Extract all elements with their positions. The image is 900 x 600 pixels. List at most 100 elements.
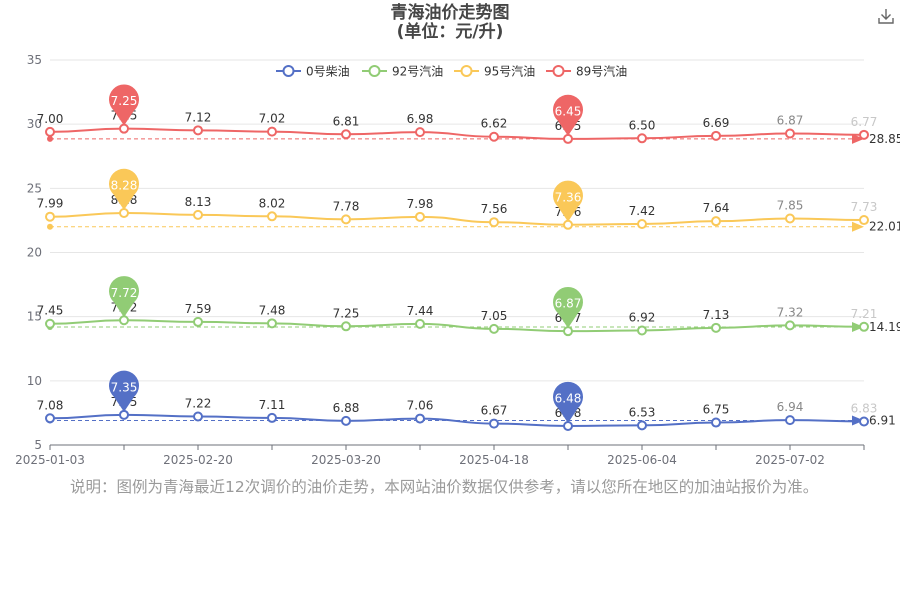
legend-label: 89号汽油 [576, 64, 627, 79]
chart-note: 说明：图例为青海最近12次调价的油价走势，本网站油价数据仅供参考，请以您所在地区… [70, 478, 819, 496]
data-label: 7.64 [703, 201, 730, 215]
legend-marker [282, 65, 295, 77]
data-label: 7.02 [259, 112, 286, 126]
data-point [341, 214, 351, 225]
data-point [785, 415, 795, 426]
data-point [45, 318, 55, 329]
min-pin [553, 381, 584, 424]
data-point [785, 213, 795, 224]
data-label: 7.25 [333, 306, 360, 320]
data-label: 7.11 [259, 398, 286, 412]
y-tick-label: 10 [27, 374, 42, 388]
data-point [859, 321, 869, 332]
data-label: 7.42 [629, 204, 656, 218]
average-label: 6.91 [869, 413, 896, 427]
data-point [267, 211, 277, 222]
max-pin [109, 370, 139, 412]
data-point [341, 415, 351, 426]
data-label: 6.94 [777, 400, 804, 414]
data-point [193, 316, 203, 327]
data-point [119, 207, 129, 218]
line-chart: 5 10 15 20 25 30 35 2025-01-03 2025-02-20 2025-03… [15, 53, 900, 467]
average-label: 22.01 [869, 220, 900, 234]
max-pin-label: 7.25 [111, 94, 138, 108]
x-tick-label: 2025-03-20 [311, 453, 381, 467]
data-point [711, 322, 721, 333]
download-icon[interactable] [876, 6, 896, 26]
min-pin [553, 94, 583, 136]
data-point [859, 129, 869, 140]
data-label: 7.56 [481, 202, 508, 216]
average-label: 14.19 [869, 320, 900, 334]
data-label: 7.44 [407, 304, 434, 318]
data-point [119, 123, 129, 134]
data-point [489, 323, 499, 334]
data-label: 6.77 [851, 115, 878, 129]
data-point [711, 216, 721, 227]
data-label: 7.21 [851, 307, 878, 321]
max-pin-label: 7.72 [111, 286, 138, 300]
data-point [563, 421, 573, 432]
data-label: 6.50 [629, 118, 656, 132]
y-tick-label: 20 [27, 246, 42, 260]
data-point [637, 420, 647, 431]
max-pin [109, 276, 139, 318]
data-label: 7.05 [481, 309, 508, 323]
data-point [711, 130, 721, 141]
y-tick-label: 25 [27, 181, 42, 195]
data-point [119, 315, 129, 326]
data-label: 6.92 [629, 311, 656, 325]
data-label: 6.62 [481, 117, 508, 131]
data-point [489, 418, 499, 429]
data-point [267, 412, 277, 423]
data-label: 7.78 [333, 199, 360, 213]
data-point [415, 211, 425, 222]
legend-marker [460, 65, 473, 77]
data-label: 7.98 [407, 197, 434, 211]
data-point [193, 209, 203, 220]
data-point [341, 129, 351, 140]
average-arrow [852, 133, 864, 144]
data-point [193, 411, 203, 422]
min-pin-label: 6.45 [555, 104, 582, 118]
data-point [45, 211, 55, 222]
legend-label: 95号汽油 [484, 64, 535, 79]
data-point [267, 126, 277, 137]
max-pin [108, 84, 139, 126]
data-label: 6.69 [703, 116, 730, 130]
data-point [267, 318, 277, 329]
data-point [119, 409, 129, 420]
data-label: 7.73 [851, 200, 878, 214]
data-point [489, 217, 499, 228]
data-label: 7.06 [407, 399, 434, 413]
y-tick-label: 35 [27, 53, 42, 67]
average-arrow [852, 221, 864, 232]
data-label: 6.53 [629, 405, 656, 419]
data-point [563, 219, 573, 230]
x-tick-label: 2025-04-18 [459, 453, 529, 467]
data-label: 6.87 [777, 114, 804, 128]
max-pin [109, 168, 139, 210]
data-label: 7.59 [185, 302, 212, 316]
data-point [637, 325, 647, 336]
data-label: 8.02 [259, 196, 286, 210]
average-arrow [852, 415, 864, 426]
data-label: 6.67 [481, 404, 508, 418]
legend-marker [552, 65, 565, 77]
average-start-marker [47, 223, 53, 230]
data-point [859, 215, 869, 226]
data-label: 7.22 [185, 397, 212, 411]
data-point [415, 413, 425, 424]
data-label: 6.81 [333, 114, 360, 128]
data-label: 7.85 [777, 198, 804, 212]
data-label: 6.83 [851, 402, 878, 416]
average-start-marker [47, 135, 53, 142]
data-point [45, 126, 55, 137]
y-tick-label: 5 [34, 438, 42, 452]
data-point [785, 128, 795, 139]
chart-title: 青海油价走势图 [390, 3, 510, 23]
average-label: 28.85 [869, 132, 900, 146]
data-point [785, 320, 795, 331]
data-point [637, 133, 647, 144]
data-label: 6.88 [333, 401, 360, 415]
